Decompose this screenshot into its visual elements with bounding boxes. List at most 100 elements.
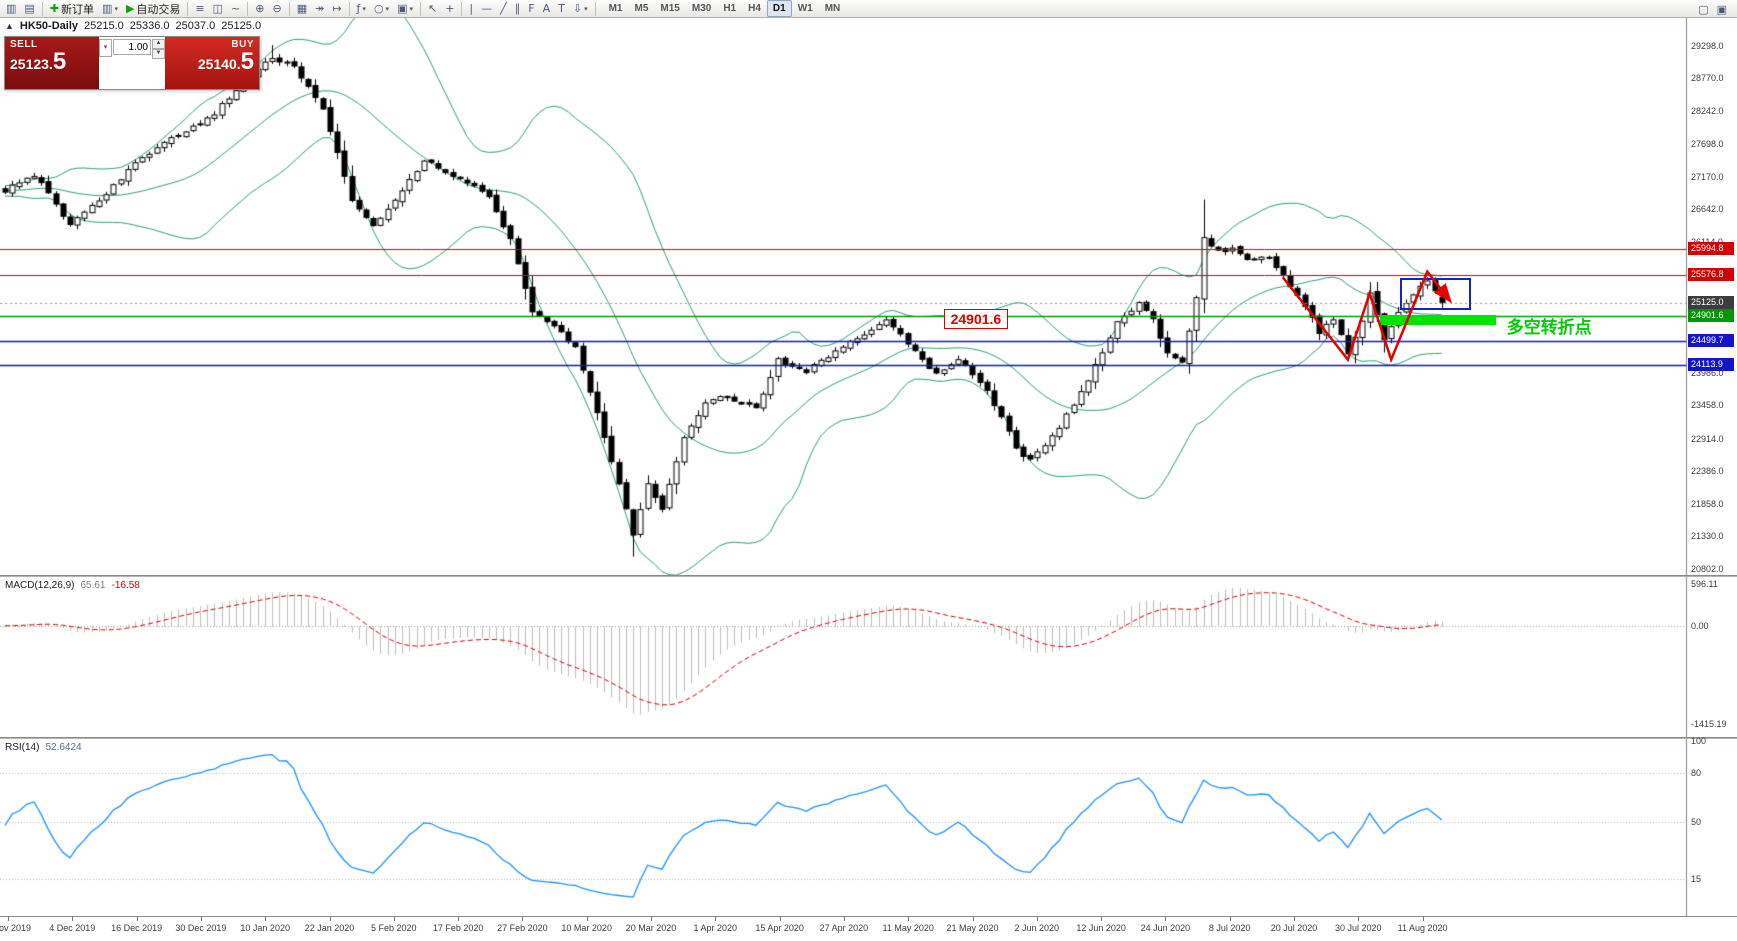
sell-label: SELL — [10, 39, 38, 50]
toolbar-separator — [348, 1, 350, 16]
crosshair-button[interactable]: + — [441, 0, 458, 18]
templates-icon: ▣ — [397, 1, 408, 15]
panel-divider[interactable] — [0, 737, 1737, 739]
time-axis-label: 22 Jan 2020 — [304, 923, 355, 933]
candlestick-chart-button[interactable]: ◫ — [209, 0, 227, 18]
timeframe-h4-button[interactable]: H4 — [748, 3, 761, 14]
fullscreen-button[interactable]: ▢ — [1694, 1, 1712, 19]
sell-button[interactable]: SELL 25123.5 — [5, 37, 99, 89]
crosshair-icon: + — [445, 1, 455, 15]
profiles-button[interactable]: ▤ — [20, 0, 38, 18]
rsi-canvas[interactable] — [0, 739, 1737, 916]
volume-up-button[interactable]: ▲ — [152, 39, 165, 49]
price-axis-label: 28242.0 — [1691, 105, 1724, 116]
volume-input[interactable] — [113, 39, 151, 55]
rsi-axis-label: 15 — [1691, 873, 1702, 884]
timeframe-m30-button[interactable]: M30 — [691, 3, 712, 14]
auto-trading-icon: ▶ — [125, 1, 135, 15]
timeframe-mn-button[interactable]: MN — [824, 3, 841, 14]
macd-axis-label: -1415.19 — [1691, 719, 1727, 730]
new-chart-button[interactable]: ▥ — [2, 0, 20, 18]
rsi-axis-label: 100 — [1691, 736, 1707, 746]
tile-windows-button[interactable]: ▦ — [293, 0, 311, 18]
fibonacci-icon: F — [528, 1, 535, 15]
toolbar-separator — [288, 1, 290, 16]
volume-down-button[interactable]: ▼ — [152, 49, 165, 59]
timeframe-m1-button[interactable]: M1 — [608, 3, 623, 14]
indicators-list-button[interactable]: ƒ ▾ — [353, 0, 370, 18]
candlestick-chart-icon: ◫ — [212, 1, 224, 15]
templates-button[interactable]: ▣ ▾ — [393, 0, 417, 18]
green-highlight-annotation[interactable] — [1380, 314, 1496, 326]
chart-selector-icon: ▥ — [102, 1, 113, 15]
timeframe-d1-button[interactable]: D1 — [766, 0, 792, 17]
time-axis-label: 4 Dec 2019 — [49, 923, 96, 933]
time-axis-tick — [651, 917, 652, 921]
price-chart-panel: ▲ HK50-Daily 25215.0 25336.0 25037.0 251… — [0, 18, 1737, 575]
time-axis-tick — [393, 917, 395, 921]
periods-button[interactable]: ○ ▾ — [370, 0, 393, 18]
ohlc-high: 25336.0 — [129, 20, 170, 32]
text-label-button[interactable]: T — [554, 0, 569, 18]
arrows-button[interactable]: ⇩ ▾ — [569, 0, 592, 18]
volume-control: ▾ ▲ ▼ — [99, 37, 165, 89]
window-menu-button[interactable]: ▣ — [1713, 1, 1731, 19]
price-chart-canvas[interactable] — [0, 18, 1737, 575]
time-axis-tick — [715, 917, 717, 921]
price-axis-label: 26114.0 — [1691, 237, 1723, 247]
new-order-button[interactable]: ✚ 新订单 — [46, 0, 98, 18]
time-axis-tick — [1036, 917, 1038, 921]
time-axis-label: 5 Feb 2020 — [371, 923, 417, 933]
line-chart-button[interactable]: ~ — [227, 0, 244, 18]
chart-shift-button[interactable]: ↦ — [328, 0, 345, 18]
chevron-down-icon: ▾ — [114, 5, 118, 13]
rsi-axis[interactable]: 100 80 50 15 — [1688, 736, 1737, 916]
text-button[interactable]: A — [539, 0, 555, 18]
price-axis[interactable]: 29298.0 28770.0 28242.0 27698.0 27170.0 26642… — [1688, 18, 1737, 575]
time-axis-tick — [972, 917, 974, 921]
bar-chart-button[interactable]: ≡ — [191, 0, 208, 18]
timeframe-w1-button[interactable]: W1 — [797, 3, 813, 14]
blue-rectangle-annotation[interactable] — [1399, 277, 1472, 311]
time-axis-label: 2 Nov 2019 — [0, 923, 32, 933]
auto-trading-button[interactable]: ▶ 自动交易 — [122, 0, 184, 18]
time-axis-label: 11 Aug 2020 — [1397, 923, 1448, 933]
price-axis-label: 29298.0 — [1691, 40, 1724, 51]
panel-divider[interactable] — [0, 575, 1737, 577]
price-level-label[interactable]: 24901.6 — [943, 308, 1009, 329]
timeframe-m5-button[interactable]: M5 — [634, 3, 649, 14]
macd-canvas[interactable] — [0, 577, 1737, 737]
time-axis[interactable]: 2 Nov 2019 4 Dec 2019 16 Dec 2019 30 Dec 20… — [0, 916, 1737, 941]
price-axis-badge: 25125.0 — [1688, 295, 1734, 309]
trendline-button[interactable]: ╱ — [496, 0, 511, 18]
zoom-in-button[interactable]: ⊕ — [251, 0, 268, 18]
order-settings-caret[interactable]: ▾ — [99, 39, 112, 57]
vertical-line-button[interactable]: | — [465, 0, 477, 18]
time-axis-tick — [1422, 917, 1424, 921]
time-axis-label: 8 Jul 2020 — [1208, 923, 1251, 933]
toolbar-separator — [41, 1, 43, 16]
zoom-in-icon: ⊕ — [255, 1, 265, 15]
time-axis-label: 11 May 2020 — [882, 923, 934, 933]
pivot-point-text[interactable]: 多空转折点 — [1506, 317, 1592, 337]
equidistant-channel-button[interactable]: ∥ — [511, 0, 525, 18]
buy-button[interactable]: BUY 25140.5 — [165, 37, 259, 89]
time-axis-label: 20 Jul 2020 — [1270, 923, 1318, 933]
chart-shift-icon: ↦ — [332, 1, 342, 15]
cursor-button[interactable]: ↖ — [424, 0, 441, 18]
zoom-out-button[interactable]: ⊖ — [268, 0, 285, 18]
time-axis-label: 1 Apr 2020 — [693, 923, 738, 933]
macd-axis[interactable]: 596.11 0.00 -1415.19 — [1688, 577, 1737, 737]
horizontal-line-button[interactable]: — — [477, 0, 496, 18]
timeframe-m15-button[interactable]: M15 — [660, 3, 680, 14]
time-axis-tick — [1229, 917, 1231, 921]
timeframe-h1-button[interactable]: H1 — [723, 3, 737, 14]
toolbar: ▥ ▤ ✚ 新订单 ▥ ▾ ▶ 自动交易 ≡ ◫ ~ ⊕ ⊖ ▦ ↠ ↦ ƒ ▾ ○ ▾ ▣ ▾ ↖ + | — ╱ ∥ F A T ⇩ ▾ M1… — [0, 0, 1737, 18]
ohlc-open: 25215.0 — [84, 20, 124, 32]
auto-scroll-button[interactable]: ↠ — [311, 0, 328, 18]
chart-ohlc-info: ▲ HK50-Daily 25215.0 25336.0 25037.0 251… — [5, 20, 261, 32]
chart-selector-button[interactable]: ▥ ▾ — [98, 0, 122, 18]
fibonacci-button[interactable]: F — [524, 0, 538, 18]
price-axis-label: 22914.0 — [1691, 433, 1724, 444]
price-axis-badge: 25576.8 — [1688, 267, 1734, 281]
